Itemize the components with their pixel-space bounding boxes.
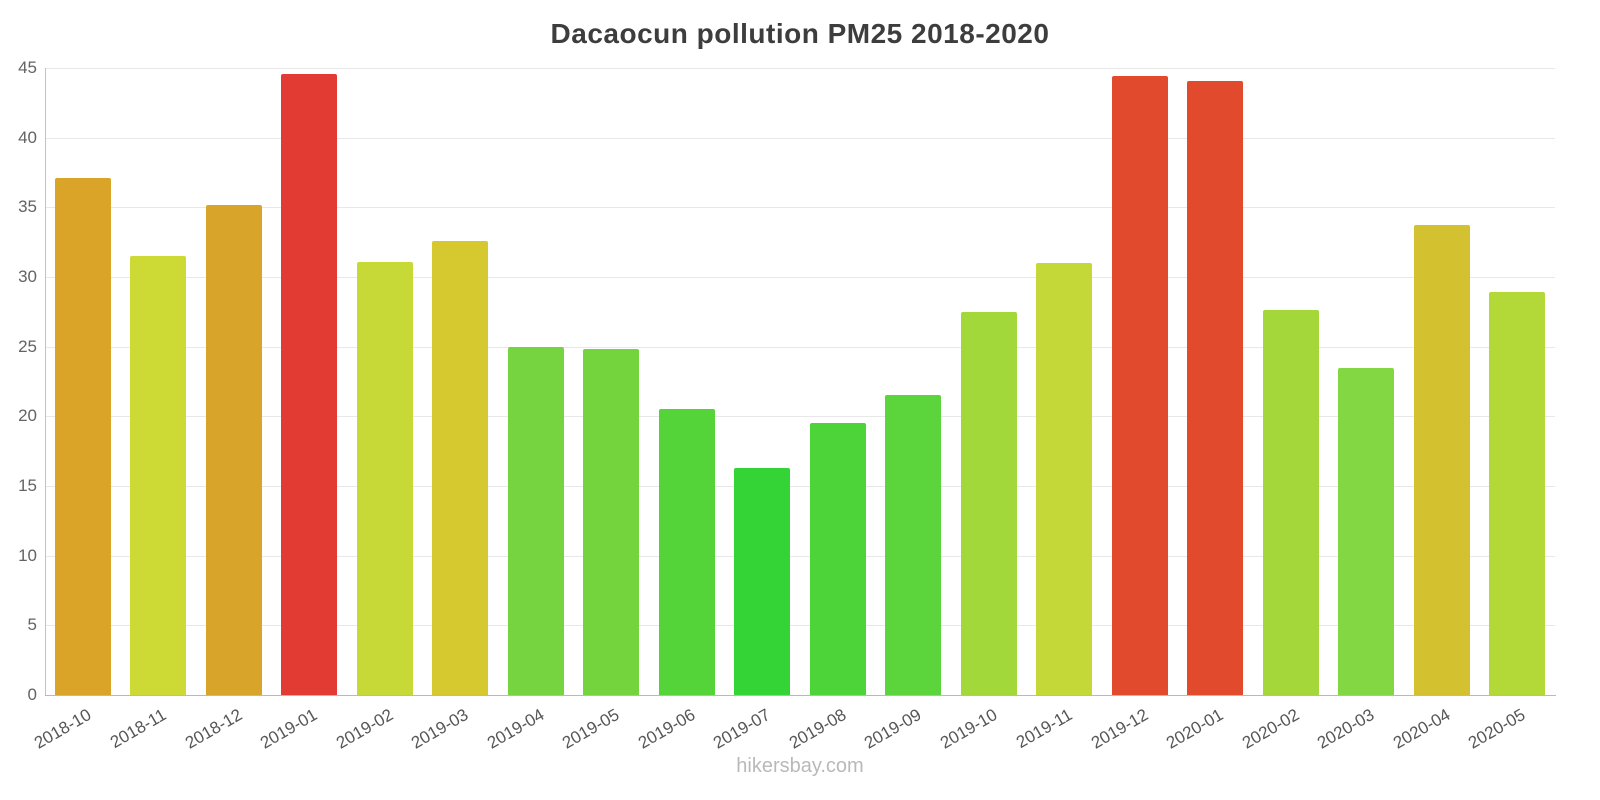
bar-2019-07 [734, 467, 791, 695]
y-axis-tick-label: 35 [18, 197, 37, 217]
bar-2019-04 [507, 346, 564, 695]
bar-2020-04 [1413, 225, 1470, 695]
gridline [45, 555, 1555, 557]
bar-2019-08 [809, 423, 866, 695]
bar-2018-10 [54, 178, 111, 695]
gridline [45, 137, 1555, 139]
bar-2019-11 [1036, 263, 1093, 695]
bar-2019-03 [432, 240, 489, 695]
bar-2020-05 [1489, 292, 1546, 695]
chart-title: Dacaocun pollution PM25 2018-2020 [550, 18, 1050, 49]
bar-2020-03 [1338, 367, 1395, 695]
y-axis-tick-label: 5 [27, 615, 37, 635]
x-axis-line [45, 695, 1556, 696]
y-axis-tick-label: 25 [18, 336, 37, 356]
watermark: hikersbay.com [736, 755, 864, 777]
bar-2019-02 [356, 261, 413, 695]
bar-2019-12 [1111, 76, 1168, 695]
bar-2019-05 [583, 349, 640, 695]
plot-area [45, 68, 1555, 695]
y-axis-tick-label: 30 [18, 267, 37, 286]
gridline [45, 416, 1555, 418]
gridline [45, 625, 1555, 627]
bar-2019-06 [658, 409, 715, 695]
bar-2019-10 [960, 311, 1017, 695]
bar-2019-09 [885, 395, 942, 695]
bar-2018-11 [130, 256, 187, 695]
gridline [45, 346, 1555, 348]
gridline [45, 68, 1555, 69]
bar-2020-02 [1262, 310, 1319, 695]
bar-2020-01 [1187, 80, 1244, 695]
y-axis-line [45, 68, 46, 696]
y-axis-tick-label: 20 [18, 406, 37, 426]
y-axis-tick-label: 40 [18, 127, 37, 147]
gridline [45, 277, 1555, 278]
y-axis-tick-label: 45 [18, 58, 37, 77]
gridline [45, 486, 1555, 487]
y-axis-tick-label: 0 [27, 685, 37, 704]
bar-2018-12 [205, 204, 262, 695]
gridline [45, 207, 1555, 209]
y-axis-tick-label: 10 [18, 545, 37, 565]
y-axis-tick-label: 15 [18, 476, 37, 495]
bar-2019-01 [281, 73, 338, 695]
